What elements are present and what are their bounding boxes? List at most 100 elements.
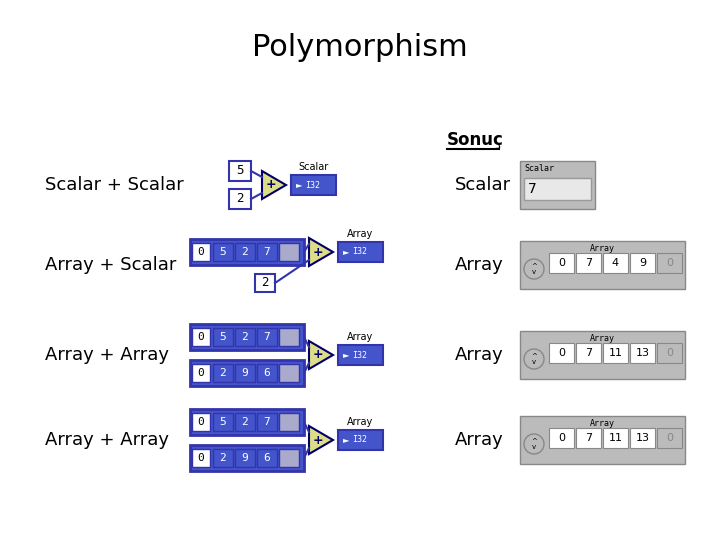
Text: 6: 6 xyxy=(264,453,271,463)
Text: Polymorphism: Polymorphism xyxy=(252,33,468,63)
Text: 0: 0 xyxy=(558,348,565,358)
Bar xyxy=(524,178,591,200)
Bar xyxy=(192,243,210,261)
Text: Array: Array xyxy=(590,419,615,428)
Text: 2: 2 xyxy=(220,368,226,378)
Text: ►: ► xyxy=(343,247,349,256)
Text: Scalar + Scalar: Scalar + Scalar xyxy=(45,176,184,194)
Text: 9: 9 xyxy=(639,258,646,268)
Text: 7: 7 xyxy=(264,247,271,257)
Bar xyxy=(235,449,255,467)
Text: Array + Array: Array + Array xyxy=(45,431,169,449)
Bar xyxy=(190,239,304,265)
Text: 0: 0 xyxy=(666,348,673,358)
Bar xyxy=(338,430,383,450)
Bar xyxy=(279,328,299,346)
Bar xyxy=(279,449,299,467)
Text: 0: 0 xyxy=(558,258,565,268)
Bar xyxy=(657,428,682,448)
Text: 13: 13 xyxy=(636,348,649,358)
Text: Array: Array xyxy=(455,256,504,274)
Text: Scalar: Scalar xyxy=(455,176,511,194)
Bar xyxy=(291,175,336,195)
Bar xyxy=(338,345,383,365)
Text: 9: 9 xyxy=(242,453,248,463)
Bar xyxy=(603,428,628,448)
Bar xyxy=(576,428,601,448)
Circle shape xyxy=(524,434,544,454)
Text: ►: ► xyxy=(296,180,302,190)
Bar xyxy=(279,243,299,261)
Bar xyxy=(520,416,685,464)
Bar xyxy=(657,343,682,363)
Bar xyxy=(257,449,277,467)
Circle shape xyxy=(524,259,544,279)
Bar xyxy=(520,241,685,289)
Text: 6: 6 xyxy=(264,368,271,378)
Bar xyxy=(576,253,601,273)
Text: 7: 7 xyxy=(585,433,592,443)
Text: 0: 0 xyxy=(666,433,673,443)
Bar xyxy=(630,253,655,273)
Bar xyxy=(255,274,275,292)
Bar xyxy=(630,343,655,363)
Text: ^: ^ xyxy=(531,353,537,359)
Bar xyxy=(235,328,255,346)
Text: I32: I32 xyxy=(305,180,320,190)
Text: 7: 7 xyxy=(528,182,536,196)
Text: I32: I32 xyxy=(352,247,367,256)
Bar xyxy=(257,328,277,346)
Text: ^: ^ xyxy=(531,263,537,269)
Text: Array: Array xyxy=(347,332,374,342)
Bar xyxy=(338,242,383,262)
Text: 5: 5 xyxy=(220,332,226,342)
Bar xyxy=(192,449,210,467)
Bar xyxy=(213,243,233,261)
Bar xyxy=(190,445,304,471)
Bar xyxy=(549,253,574,273)
Bar xyxy=(603,343,628,363)
Text: I32: I32 xyxy=(352,435,367,444)
Text: 0: 0 xyxy=(666,258,673,268)
Text: Array: Array xyxy=(455,346,504,364)
Bar xyxy=(279,413,299,431)
Bar xyxy=(257,364,277,382)
Text: 2: 2 xyxy=(242,332,248,342)
Text: 5: 5 xyxy=(220,247,226,257)
Text: 0: 0 xyxy=(197,368,204,378)
Text: 2: 2 xyxy=(242,247,248,257)
Text: 11: 11 xyxy=(608,348,623,358)
Bar xyxy=(603,253,628,273)
Text: 7: 7 xyxy=(585,348,592,358)
Text: ^: ^ xyxy=(531,438,537,444)
Polygon shape xyxy=(262,171,286,199)
Text: Array + Scalar: Array + Scalar xyxy=(45,256,176,274)
Text: Sonuç: Sonuç xyxy=(447,131,504,149)
Text: Array: Array xyxy=(347,417,374,427)
Text: 0: 0 xyxy=(197,332,204,342)
Bar xyxy=(520,331,685,379)
Text: ►: ► xyxy=(343,435,349,444)
Text: 0: 0 xyxy=(286,368,292,378)
Bar xyxy=(549,343,574,363)
Text: +: + xyxy=(312,434,323,447)
Text: 0: 0 xyxy=(558,433,565,443)
Bar xyxy=(213,413,233,431)
Bar xyxy=(257,243,277,261)
Bar xyxy=(520,161,595,209)
Text: v: v xyxy=(532,269,536,275)
Text: Array: Array xyxy=(590,244,615,253)
Bar xyxy=(192,364,210,382)
Bar xyxy=(235,364,255,382)
Polygon shape xyxy=(309,341,333,369)
Text: 9: 9 xyxy=(242,368,248,378)
Bar xyxy=(192,328,210,346)
Text: 5: 5 xyxy=(236,165,244,178)
Text: +: + xyxy=(266,179,276,192)
Bar xyxy=(213,449,233,467)
Text: +: + xyxy=(312,348,323,361)
Text: 5: 5 xyxy=(220,417,226,427)
Bar xyxy=(235,243,255,261)
Bar xyxy=(190,409,304,435)
Bar xyxy=(229,189,251,209)
